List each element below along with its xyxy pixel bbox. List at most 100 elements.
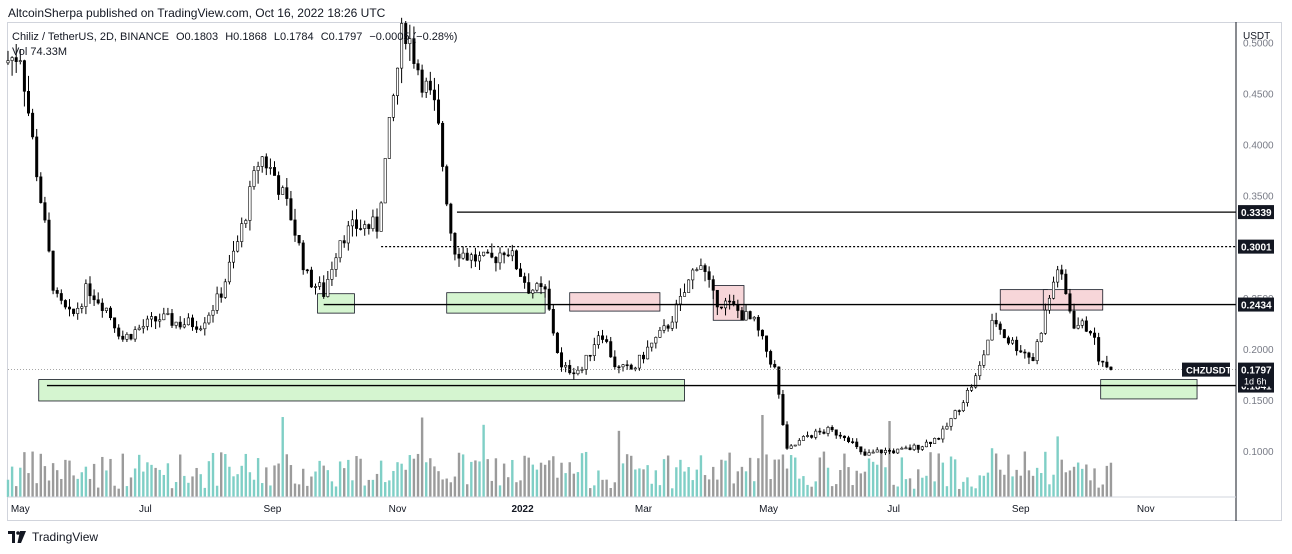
volume-bar <box>47 480 51 497</box>
candle-body <box>441 122 445 167</box>
candle-body <box>888 450 892 452</box>
candle-body <box>814 430 818 438</box>
candle-body <box>1031 356 1035 361</box>
volume-bar <box>937 453 940 497</box>
candle-body <box>777 366 781 395</box>
volume-bar <box>76 478 79 497</box>
candle-body <box>125 334 129 340</box>
volume-bar <box>888 421 891 497</box>
price-tag-label: 0.1641 <box>1241 382 1272 393</box>
candle-body <box>920 446 924 450</box>
volume-bar <box>568 462 571 497</box>
volume-bar <box>51 463 55 497</box>
candle-body <box>1006 337 1010 344</box>
volume-bar <box>302 468 305 497</box>
volume-bar <box>84 466 88 497</box>
volume-bar <box>27 473 30 497</box>
volume-bar <box>548 460 551 497</box>
candle-body <box>47 219 51 252</box>
candle-body <box>375 216 379 232</box>
candle-body <box>592 344 596 357</box>
candle-body <box>391 95 395 118</box>
candle-body <box>650 342 654 348</box>
candle-body <box>560 352 564 368</box>
volume-bar <box>187 482 190 497</box>
volume-bar <box>679 459 682 497</box>
candle-body <box>912 444 916 450</box>
candle-body <box>904 447 908 450</box>
volume-bar <box>474 460 477 497</box>
candle-body <box>55 290 59 294</box>
volume-bar <box>625 454 629 497</box>
candle-body <box>625 364 629 367</box>
volume-bar <box>457 452 461 497</box>
symbol-legend[interactable]: Chiliz / TetherUS, 2D, BINANCE O0.1803 H… <box>12 31 461 43</box>
volume-bar <box>683 471 686 497</box>
volume-bar <box>814 481 817 497</box>
candle-body <box>830 427 834 431</box>
candle-body <box>248 186 252 221</box>
volume-bar <box>281 417 284 497</box>
volume-bar <box>519 480 522 497</box>
volume-bar <box>404 469 407 497</box>
volume-bar <box>445 478 448 497</box>
volume-bar <box>146 462 149 497</box>
candle-body <box>978 365 982 377</box>
volume-bar <box>958 488 961 497</box>
candle-body <box>408 38 412 44</box>
candle-body <box>949 418 953 427</box>
volume-bar <box>220 452 223 497</box>
candle-body <box>1039 333 1043 342</box>
candle-body <box>822 431 826 434</box>
ohlc-open: O0.1803 <box>175 31 219 43</box>
volume-bar <box>904 479 908 497</box>
candle-body <box>588 354 592 357</box>
volume-bar <box>15 486 18 497</box>
tradingview-logo-icon <box>8 531 26 543</box>
volume-bar <box>1085 464 1088 497</box>
x-tick-label: Nov <box>1137 504 1155 515</box>
candle-body <box>514 250 518 270</box>
candle-body <box>1052 281 1056 299</box>
volume-bar <box>613 482 617 497</box>
volume-bar <box>158 469 161 497</box>
candle-body <box>1060 269 1064 275</box>
candle-body <box>355 219 359 229</box>
candle-body <box>1097 337 1101 362</box>
volume-bar <box>453 476 457 497</box>
volume-bar <box>974 488 977 497</box>
candle-body <box>14 57 18 62</box>
candle-body <box>703 265 707 272</box>
volume-bar <box>847 467 850 497</box>
volume-bar <box>699 455 703 497</box>
candle-body <box>63 300 67 308</box>
candle-body <box>748 311 752 320</box>
candle-body <box>31 112 35 138</box>
volume-bar <box>765 454 768 497</box>
volume-bar <box>1105 465 1109 497</box>
candle-body <box>113 317 117 329</box>
symbol-name[interactable]: Chiliz / TetherUS, 2D, BINANCE <box>12 31 169 43</box>
bar-countdown: 1d 6h <box>1244 377 1267 387</box>
volume-bar <box>244 453 248 497</box>
candle-body <box>1064 273 1068 295</box>
volume-bar <box>80 472 84 497</box>
candle-body <box>326 279 330 297</box>
candle-body <box>84 283 88 307</box>
candle-body <box>203 322 207 330</box>
ohlc-low: L0.1784 <box>273 31 314 43</box>
candle-body <box>404 23 408 44</box>
candle-body <box>195 326 199 330</box>
candle-body <box>765 335 769 352</box>
price-tag-label: 0.2434 <box>1241 301 1272 312</box>
volume-bar <box>289 465 293 497</box>
candle-body <box>273 167 277 176</box>
candle-body <box>543 286 547 290</box>
candle-body <box>953 410 957 419</box>
volume-bar <box>1031 475 1035 497</box>
candle-body <box>145 318 149 327</box>
tradingview-footer[interactable]: TradingView <box>8 530 98 544</box>
candle-body <box>539 283 543 287</box>
candle-body <box>334 257 338 270</box>
